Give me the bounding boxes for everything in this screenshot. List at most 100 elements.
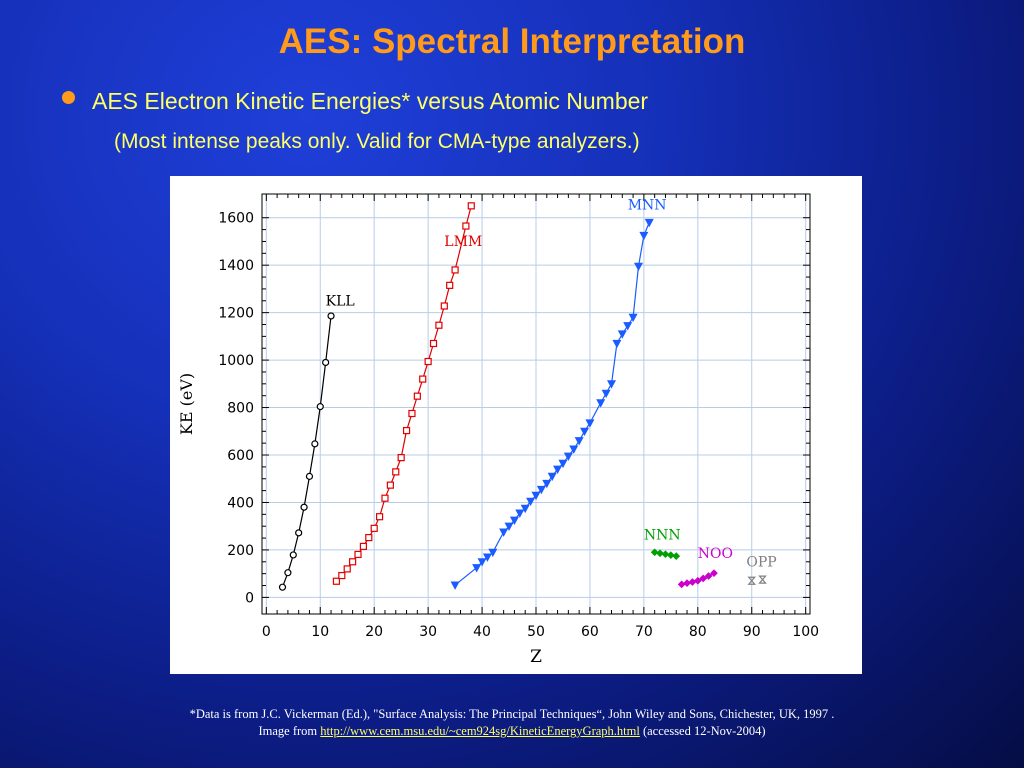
x-tick-label: 20: [365, 624, 383, 640]
data-point: [305, 472, 314, 480]
series-label-kll: KLL: [326, 294, 355, 310]
data-point: [338, 571, 346, 580]
data-point: [509, 516, 519, 526]
data-point: [354, 550, 362, 559]
data-point: [672, 552, 681, 560]
y-axis-label: KE (eV): [177, 373, 196, 435]
series-opp: [747, 575, 767, 585]
data-point: [289, 551, 297, 559]
data-point: [710, 569, 718, 578]
data-point: [472, 564, 482, 573]
data-point: [574, 437, 584, 446]
data-point: [278, 583, 287, 591]
footnote-citation: *Data is from J.C. Vickerman (Ed.), "Sur…: [189, 707, 835, 721]
data-point: [343, 565, 351, 573]
data-point: [429, 339, 438, 348]
data-point: [628, 313, 638, 323]
data-point: [488, 548, 498, 558]
data-point: [499, 528, 509, 537]
data-point: [332, 577, 341, 585]
data-point: [397, 454, 405, 462]
data-point: [381, 494, 389, 502]
data-point: [747, 576, 757, 585]
y-tick-label: 800: [227, 401, 254, 417]
data-point: [322, 358, 330, 367]
series-noo: [677, 569, 718, 589]
x-tick-label: 30: [419, 624, 437, 640]
data-point: [607, 380, 617, 389]
data-point: [531, 491, 541, 501]
data-point: [392, 468, 400, 476]
data-point: [284, 569, 292, 577]
axis-ticks: 0 10 20 30 40 50 60 70 80 90 100020040060080010001…: [218, 194, 819, 640]
data-point: [536, 485, 546, 495]
data-point: [585, 419, 595, 428]
data-point: [688, 578, 697, 586]
data-point: [601, 389, 611, 399]
data-point: [295, 529, 303, 537]
y-tick-label: 400: [227, 495, 254, 511]
grid-lines: [262, 194, 810, 614]
bullet-text: AES Electron Kinetic Energies* versus At…: [92, 88, 649, 114]
series-label-mnn: MNN: [628, 197, 667, 213]
data-point: [515, 509, 525, 518]
x-tick-label: 0: [262, 624, 271, 640]
data-point: [596, 399, 606, 408]
data-point: [440, 302, 448, 310]
data-point: [424, 357, 432, 366]
data-point: [450, 581, 460, 590]
x-tick-label: 10: [311, 624, 329, 640]
series-line: [281, 315, 332, 588]
x-tick-label: 100: [792, 624, 819, 640]
data-point: [408, 409, 416, 418]
y-tick-label: 1200: [218, 306, 254, 322]
data-point: [435, 321, 443, 329]
x-tick-label: 90: [743, 624, 761, 640]
data-point: [370, 524, 378, 532]
data-point: [526, 497, 536, 507]
data-point: [482, 553, 492, 562]
y-tick-label: 1000: [218, 353, 254, 369]
x-tick-label: 60: [581, 624, 599, 640]
series-line: [335, 205, 472, 582]
data-point: [563, 452, 573, 461]
series-label-noo: NOO: [698, 546, 733, 562]
data-point: [467, 202, 475, 210]
data-point: [693, 576, 702, 585]
x-tick-label: 50: [527, 624, 545, 640]
bullet-subtext: (Most intense peaks only. Valid for CMA-…: [114, 130, 640, 153]
ke-vs-z-chart: 0 10 20 30 40 50 60 70 80 90 100020040060080010001…: [177, 193, 819, 667]
data-point: [553, 465, 563, 475]
data-point: [359, 542, 368, 550]
data-point: [462, 222, 470, 230]
data-point: [661, 550, 670, 559]
y-tick-label: 1400: [218, 258, 254, 274]
data-point: [650, 548, 659, 557]
data-point: [311, 440, 319, 448]
slide-title: AES: Spectral Interpretation: [278, 22, 746, 61]
data-point: [542, 479, 552, 489]
footnote-image-prefix: Image from: [258, 724, 318, 738]
data-point: [327, 312, 335, 320]
bullet-dot-icon: [62, 91, 75, 104]
series-nnn: [650, 548, 681, 560]
data-point: [656, 549, 664, 558]
data-point: [300, 503, 308, 511]
y-tick-label: 0: [245, 590, 254, 606]
footnote-image-source: Image from http://www.cem.msu.edu/~cem92…: [0, 723, 1024, 740]
data-point: [758, 575, 767, 584]
data-point: [446, 281, 454, 289]
data-point: [451, 266, 459, 274]
x-tick-label: 40: [473, 624, 491, 640]
series-mnn: [450, 218, 654, 590]
series-label-nnn: NNN: [644, 527, 681, 543]
data-point: [375, 513, 384, 521]
series-labels: KLL LMM MNN NNN NOO OPP: [326, 197, 777, 570]
data-point: [419, 375, 427, 383]
footnote-link[interactable]: http://www.cem.msu.edu/~cem924sg/Kinetic…: [320, 724, 640, 738]
y-tick-label: 200: [227, 543, 254, 559]
data-point: [558, 459, 568, 469]
data-point: [316, 403, 324, 411]
data-point: [365, 533, 373, 542]
x-tick-label: 80: [689, 624, 707, 640]
